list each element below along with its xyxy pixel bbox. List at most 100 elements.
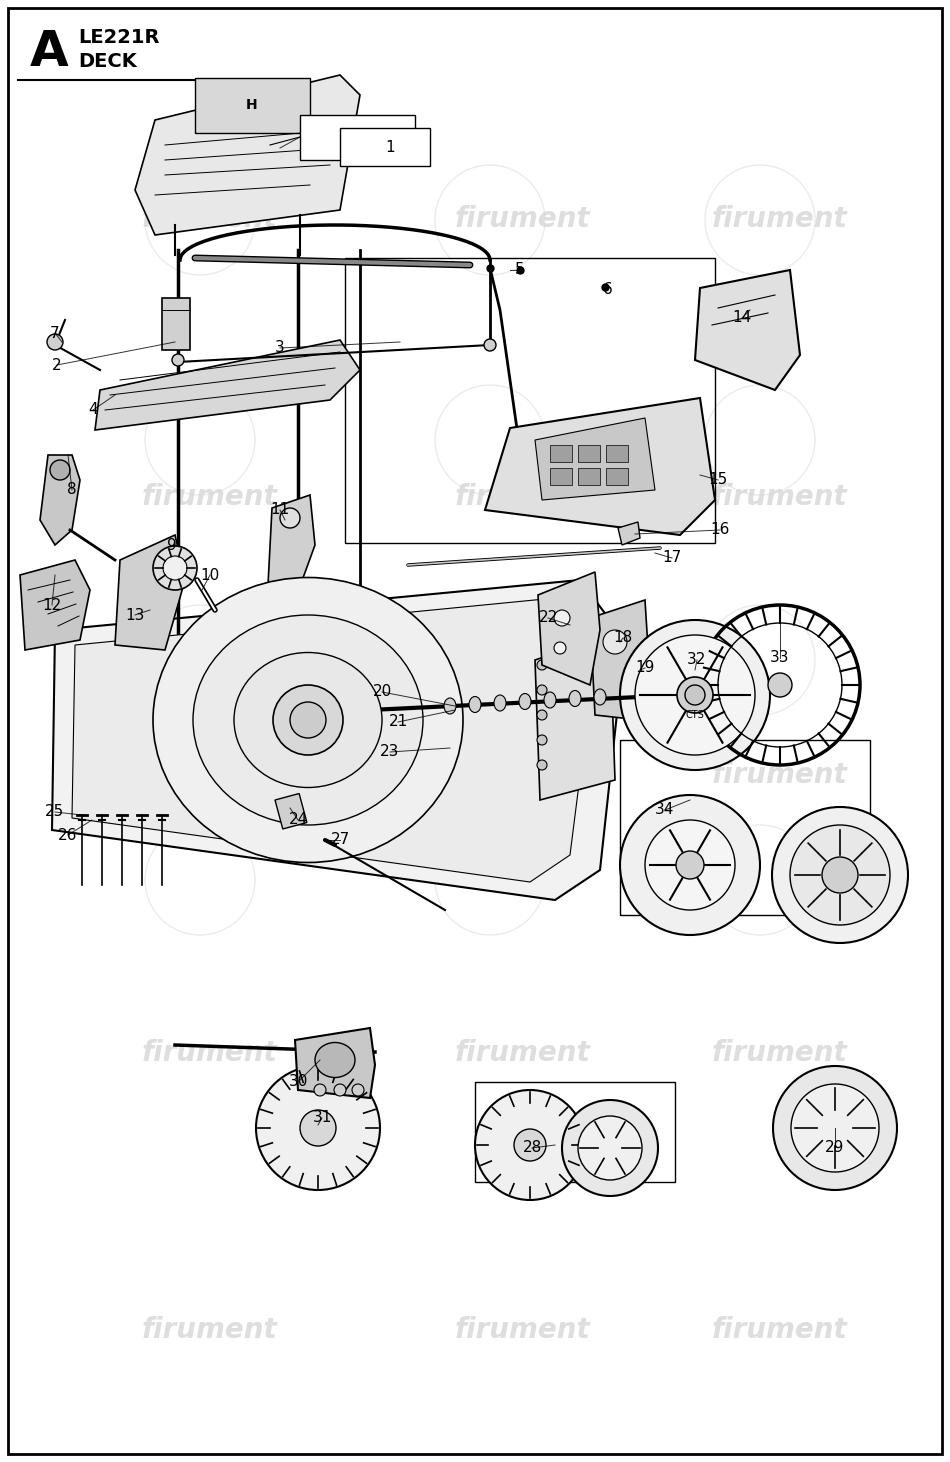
Text: 21: 21 bbox=[389, 715, 408, 730]
Polygon shape bbox=[268, 496, 315, 599]
Text: firument: firument bbox=[455, 760, 590, 789]
Polygon shape bbox=[40, 455, 80, 545]
Bar bbox=[578, 444, 600, 462]
Circle shape bbox=[603, 630, 627, 654]
Bar bbox=[606, 444, 628, 462]
Circle shape bbox=[790, 825, 890, 925]
Circle shape bbox=[537, 659, 547, 670]
Text: 30: 30 bbox=[288, 1075, 308, 1089]
Text: firument: firument bbox=[142, 205, 276, 234]
Ellipse shape bbox=[494, 694, 506, 711]
Polygon shape bbox=[618, 522, 640, 545]
Circle shape bbox=[273, 686, 343, 754]
Circle shape bbox=[620, 795, 760, 936]
Bar bbox=[162, 298, 190, 349]
Polygon shape bbox=[52, 580, 625, 901]
Text: 20: 20 bbox=[372, 684, 391, 699]
Polygon shape bbox=[535, 418, 655, 500]
Circle shape bbox=[47, 333, 63, 349]
Text: firument: firument bbox=[142, 482, 276, 512]
Text: 31: 31 bbox=[313, 1111, 332, 1126]
Ellipse shape bbox=[193, 616, 423, 825]
Text: 22: 22 bbox=[539, 611, 558, 626]
Text: firument: firument bbox=[455, 205, 590, 234]
Text: 6: 6 bbox=[603, 282, 613, 297]
Ellipse shape bbox=[234, 652, 382, 788]
Circle shape bbox=[163, 556, 187, 580]
Circle shape bbox=[50, 461, 70, 480]
Circle shape bbox=[562, 1099, 658, 1196]
Text: firument: firument bbox=[712, 482, 846, 512]
Text: 4: 4 bbox=[88, 402, 98, 418]
Circle shape bbox=[334, 1083, 346, 1096]
Bar bbox=[345, 257, 715, 542]
Text: firument: firument bbox=[712, 1038, 846, 1067]
Text: 26: 26 bbox=[58, 827, 78, 842]
Circle shape bbox=[314, 1083, 326, 1096]
Text: DECK: DECK bbox=[78, 53, 137, 72]
Text: firument: firument bbox=[142, 1038, 276, 1067]
Text: firument: firument bbox=[455, 482, 590, 512]
Circle shape bbox=[554, 642, 566, 654]
Bar bbox=[475, 1082, 675, 1181]
Circle shape bbox=[677, 677, 713, 713]
Text: 18: 18 bbox=[614, 630, 633, 646]
Text: 27: 27 bbox=[331, 832, 350, 848]
Bar bbox=[340, 129, 430, 167]
Ellipse shape bbox=[544, 692, 556, 708]
Text: firument: firument bbox=[712, 1316, 846, 1345]
Text: 1: 1 bbox=[385, 140, 395, 155]
Text: 29: 29 bbox=[826, 1140, 845, 1155]
Polygon shape bbox=[695, 270, 800, 390]
Bar bbox=[578, 468, 600, 485]
Circle shape bbox=[352, 1083, 364, 1096]
Bar bbox=[550, 444, 572, 462]
Text: 32: 32 bbox=[687, 652, 707, 668]
Circle shape bbox=[635, 635, 755, 754]
Text: firument: firument bbox=[455, 1316, 590, 1345]
Circle shape bbox=[537, 735, 547, 746]
Text: 11: 11 bbox=[271, 503, 290, 518]
Text: firument: firument bbox=[455, 1038, 590, 1067]
Text: 13: 13 bbox=[125, 608, 144, 623]
Text: 28: 28 bbox=[522, 1140, 541, 1155]
Text: firument: firument bbox=[712, 205, 846, 234]
Text: firument: firument bbox=[142, 760, 276, 789]
Polygon shape bbox=[95, 341, 360, 430]
Bar bbox=[620, 740, 870, 915]
Ellipse shape bbox=[315, 1042, 355, 1077]
Circle shape bbox=[773, 1066, 897, 1190]
Circle shape bbox=[822, 857, 858, 893]
Circle shape bbox=[537, 686, 547, 694]
Polygon shape bbox=[115, 535, 185, 651]
Ellipse shape bbox=[594, 689, 606, 705]
Polygon shape bbox=[590, 599, 650, 719]
Polygon shape bbox=[72, 598, 595, 882]
Ellipse shape bbox=[569, 690, 581, 706]
Bar bbox=[300, 115, 415, 159]
Bar bbox=[606, 468, 628, 485]
Bar bbox=[550, 468, 572, 485]
Text: 8: 8 bbox=[67, 482, 77, 497]
Polygon shape bbox=[295, 1028, 375, 1098]
Text: 12: 12 bbox=[43, 598, 62, 613]
Circle shape bbox=[645, 820, 735, 909]
Ellipse shape bbox=[519, 693, 531, 709]
Circle shape bbox=[153, 545, 197, 591]
Polygon shape bbox=[535, 635, 615, 800]
Text: 34: 34 bbox=[656, 803, 674, 817]
Text: A: A bbox=[30, 28, 68, 76]
Text: 16: 16 bbox=[711, 522, 730, 538]
Circle shape bbox=[676, 851, 704, 879]
Circle shape bbox=[537, 711, 547, 719]
Circle shape bbox=[620, 620, 770, 770]
Ellipse shape bbox=[444, 697, 456, 713]
Text: H: H bbox=[246, 98, 257, 113]
Circle shape bbox=[772, 807, 908, 943]
Circle shape bbox=[768, 673, 792, 697]
Circle shape bbox=[685, 686, 705, 705]
Circle shape bbox=[280, 507, 300, 528]
Text: firument: firument bbox=[142, 1316, 276, 1345]
Text: 19: 19 bbox=[636, 661, 655, 675]
Text: 5: 5 bbox=[515, 263, 524, 278]
